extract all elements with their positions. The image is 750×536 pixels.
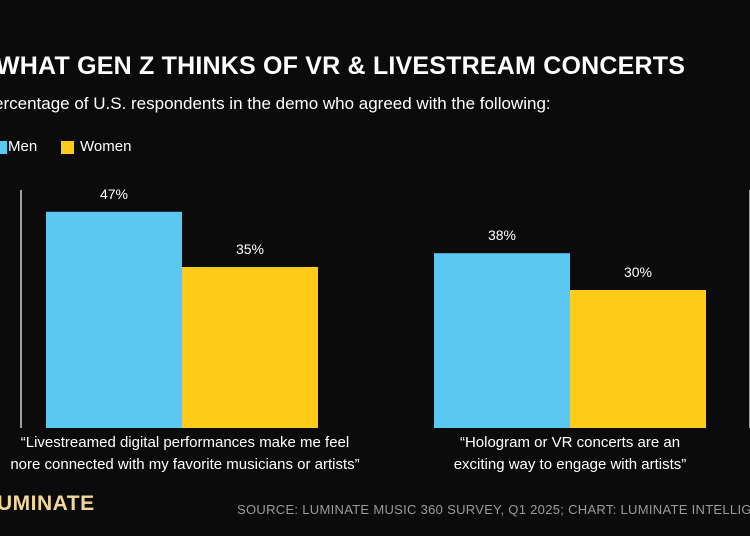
legend-swatch-women <box>61 141 74 154</box>
bar-women-category-2 <box>570 290 706 428</box>
category-label-2: “Hologram or VR concerts are an exciting… <box>400 432 740 476</box>
legend-label-men: Men <box>8 138 38 155</box>
data-label-women-category-2: 30% <box>624 264 652 280</box>
bar-men-category-2 <box>434 253 570 428</box>
chart-title: WHAT GEN Z THINKS OF VR & LIVESTREAM CON… <box>0 52 686 80</box>
legend-label-women: Women <box>80 138 132 155</box>
data-label-men-category-1: 47% <box>100 186 128 202</box>
category-label-1: “Livestreamed digital performances make … <box>0 432 380 476</box>
source-note: SOURCE: LUMINATE MUSIC 360 SURVEY, Q1 20… <box>237 502 750 517</box>
data-label-men-category-2: 38% <box>488 227 516 243</box>
bar-men-category-1 <box>46 211 182 428</box>
category-label-1-line-2: nore connected with my favorite musician… <box>10 456 360 473</box>
category-label-2-line-1: “Hologram or VR concerts are an <box>459 434 681 451</box>
luminate-logo: UMINATE <box>0 492 95 515</box>
legend-swatch-men <box>0 141 7 154</box>
data-label-women-category-1: 35% <box>236 241 264 257</box>
chart-subtitle: ercentage of U.S. respondents in the dem… <box>0 94 551 113</box>
bar-women-category-1 <box>182 267 318 428</box>
category-label-1-line-1: “Livestreamed digital performances make … <box>20 434 350 451</box>
category-label-2-line-2: exciting way to engage with artists” <box>453 456 687 473</box>
